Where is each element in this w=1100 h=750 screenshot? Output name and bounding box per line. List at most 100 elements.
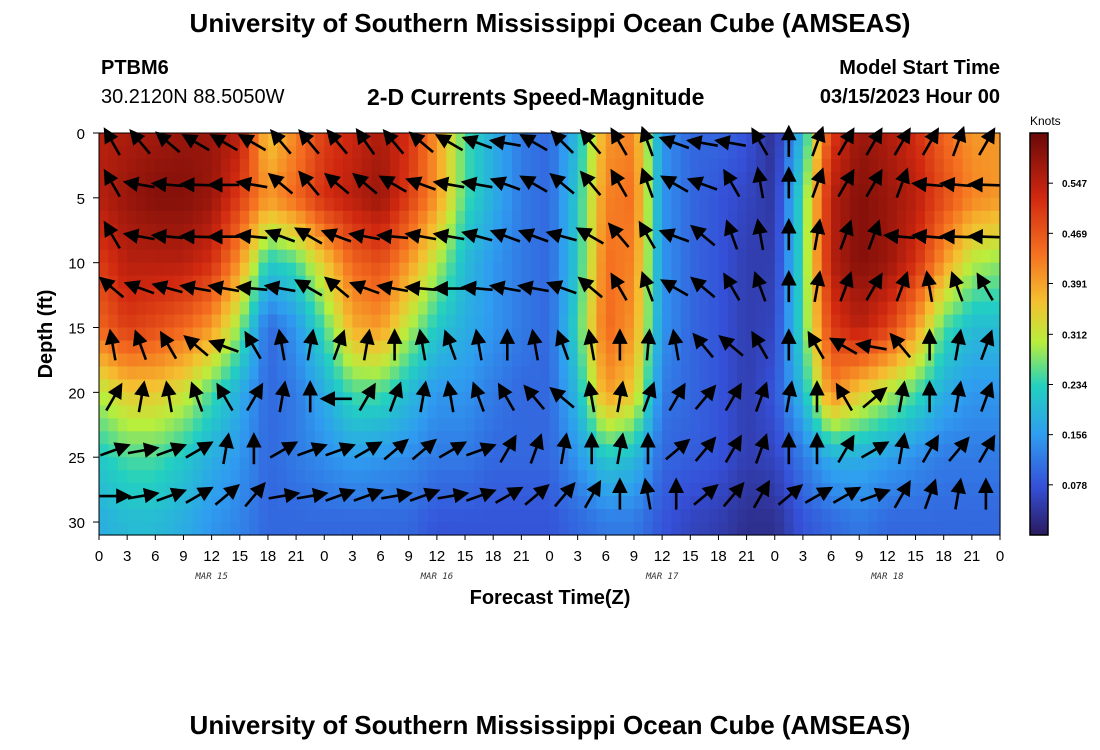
heatmap-cell — [493, 509, 504, 523]
heatmap-cell — [784, 158, 795, 173]
heatmap-cell — [314, 262, 325, 277]
heatmap-cell — [305, 353, 316, 368]
heatmap-cell — [267, 197, 278, 212]
heatmap-cell — [446, 171, 457, 186]
heatmap-cell — [802, 366, 813, 380]
heatmap-cell — [277, 236, 288, 251]
heatmap-cell — [699, 262, 710, 277]
heatmap-cell — [127, 470, 138, 484]
heatmap-cell — [267, 405, 278, 419]
heatmap-cell — [802, 392, 813, 406]
heatmap-cell — [483, 288, 494, 303]
heatmap-cell — [155, 236, 166, 251]
heatmap-cell — [127, 327, 138, 342]
heatmap-cell — [493, 392, 504, 406]
heatmap-cell — [239, 483, 250, 497]
heatmap-cell — [202, 171, 213, 186]
heatmap-cell — [427, 405, 438, 419]
heatmap-cell — [380, 444, 391, 458]
heatmap-cell — [267, 262, 278, 277]
heatmap-cell — [127, 145, 138, 160]
heatmap-cell — [981, 509, 992, 523]
heatmap-cell — [699, 418, 710, 432]
heatmap-cell — [605, 366, 616, 380]
heatmap-cell — [680, 158, 691, 173]
heatmap-cell — [136, 158, 147, 173]
heatmap-cell — [709, 522, 720, 536]
heatmap-cell — [624, 288, 635, 303]
heatmap-cell — [746, 431, 757, 445]
current-arrow — [103, 127, 121, 156]
heatmap-cell — [99, 262, 109, 277]
heatmap-cell — [540, 327, 551, 342]
heatmap-cell — [784, 522, 795, 536]
heatmap-cell — [277, 223, 288, 238]
heatmap-cell — [380, 470, 391, 484]
heatmap-cell — [690, 392, 701, 406]
heatmap-cell — [230, 249, 241, 264]
heatmap-cell — [662, 301, 673, 316]
heatmap-cell — [943, 145, 954, 160]
current-arrow — [665, 438, 691, 461]
heatmap-cell — [690, 133, 701, 147]
heatmap-cell — [465, 210, 476, 225]
heatmap-cell — [361, 431, 372, 445]
heatmap-cell — [784, 470, 795, 484]
heatmap-cell — [371, 405, 382, 419]
heatmap-cell — [549, 379, 560, 393]
heatmap-cell — [258, 392, 269, 406]
heatmap-cell — [192, 405, 203, 419]
heatmap-cell — [877, 353, 888, 368]
heatmap-cell — [221, 262, 231, 277]
heatmap-cell — [474, 133, 485, 147]
heatmap-cell — [483, 197, 494, 212]
colorbar-tick-label: 0.312 — [1062, 330, 1087, 341]
current-arrow — [296, 487, 329, 504]
heatmap-cell — [483, 431, 494, 445]
heatmap-cell — [662, 418, 673, 432]
heatmap-cell — [267, 184, 278, 199]
heatmap-cell — [877, 288, 888, 303]
heatmap-cell — [389, 366, 400, 380]
heatmap-cell — [821, 327, 832, 342]
heatmap-cell — [99, 522, 109, 536]
heatmap-cell — [427, 470, 438, 484]
heatmap-cell — [765, 262, 776, 277]
heatmap-cell — [521, 236, 532, 251]
heatmap-cell — [277, 470, 288, 484]
heatmap-cell — [962, 405, 973, 419]
heatmap-cell — [643, 210, 654, 225]
heatmap-cell — [962, 483, 973, 497]
heatmap-cell — [99, 340, 109, 355]
heatmap-cell — [277, 197, 288, 212]
heatmap-cell — [446, 509, 457, 523]
heatmap-cell — [511, 145, 522, 160]
heatmap-cell — [314, 522, 325, 536]
heatmap-cell — [840, 158, 851, 173]
heatmap-cell — [662, 197, 673, 212]
heatmap-cell — [474, 197, 485, 212]
current-arrow — [273, 328, 290, 361]
heatmap-cell — [718, 249, 729, 264]
heatmap-cell — [221, 145, 231, 160]
heatmap-cell — [633, 522, 644, 536]
heatmap-cell — [136, 145, 147, 160]
heatmap-cell — [615, 470, 626, 484]
heatmap-cell — [427, 197, 438, 212]
heatmap-cell — [943, 158, 954, 173]
current-arrow — [179, 280, 212, 296]
heatmap-cell — [971, 496, 982, 510]
heatmap-cell — [455, 262, 466, 277]
x-tick-label: 18 — [485, 548, 502, 565]
heatmap-cell — [277, 431, 288, 445]
heatmap-cell — [296, 301, 307, 316]
current-arrow — [809, 270, 826, 303]
heatmap-cell — [737, 236, 748, 251]
heatmap-cell — [249, 223, 260, 238]
heatmap-cell — [887, 301, 898, 316]
heatmap-cell — [530, 366, 541, 380]
heatmap-cell — [164, 431, 175, 445]
x-tick-label: 9 — [630, 548, 638, 565]
heatmap-cell — [333, 197, 344, 212]
heatmap-cell — [117, 366, 128, 380]
